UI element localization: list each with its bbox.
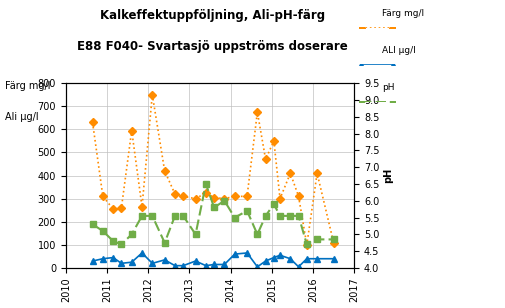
ALI µg/l (314, 257, 320, 261)
ALI µg/l (161, 258, 167, 262)
Färg mg/l (262, 157, 268, 161)
pH (295, 214, 301, 218)
Färg mg/l (287, 171, 293, 175)
pH (243, 209, 249, 213)
Text: Kalkeffektuppföljning, Ali-pH-färg: Kalkeffektuppföljning, Ali-pH-färg (100, 9, 324, 22)
pH (172, 214, 178, 218)
ALI µg/l (276, 253, 282, 257)
pH (330, 237, 336, 241)
Färg mg/l (172, 192, 178, 196)
Text: Färg mg/l: Färg mg/l (5, 81, 50, 91)
pH (303, 243, 309, 246)
Färg mg/l (161, 169, 167, 173)
ALI µg/l (118, 261, 124, 265)
Färg mg/l (118, 206, 124, 210)
ALI µg/l (262, 259, 268, 263)
ALI µg/l (211, 263, 217, 266)
Färg mg/l (180, 195, 186, 198)
ALI µg/l (221, 263, 227, 266)
ALI µg/l (231, 252, 237, 256)
ALI µg/l (149, 261, 155, 265)
pH (262, 214, 268, 218)
ALI µg/l (139, 251, 145, 255)
pH (139, 214, 145, 218)
pH (211, 206, 217, 209)
Text: Färg mg/l: Färg mg/l (381, 9, 423, 18)
Färg mg/l (243, 195, 249, 198)
pH (128, 233, 134, 236)
Text: pH: pH (381, 83, 394, 92)
Text: ALI µg/l: ALI µg/l (381, 46, 415, 55)
Färg mg/l (128, 129, 134, 132)
pH (110, 239, 116, 243)
pH (149, 214, 155, 218)
pH (203, 182, 209, 186)
ALI µg/l (110, 256, 116, 259)
pH (221, 199, 227, 203)
Färg mg/l (203, 191, 209, 195)
Färg mg/l (139, 205, 145, 209)
ALI µg/l (172, 264, 178, 267)
Färg mg/l (254, 110, 260, 114)
ALI µg/l (99, 257, 106, 261)
ALI µg/l (287, 257, 293, 261)
Färg mg/l (221, 197, 227, 201)
Färg mg/l (270, 139, 276, 143)
ALI µg/l (192, 259, 198, 263)
pH (254, 233, 260, 236)
pH (231, 216, 237, 219)
Färg mg/l (314, 171, 320, 175)
pH (314, 237, 320, 241)
pH (180, 214, 186, 218)
Färg mg/l (303, 243, 309, 247)
Line: pH: pH (89, 181, 336, 248)
ALI µg/l (203, 264, 209, 267)
ALI µg/l (254, 265, 260, 269)
Färg mg/l (231, 195, 237, 198)
pH (192, 233, 198, 236)
Text: Ali µg/l: Ali µg/l (5, 112, 38, 122)
Färg mg/l (149, 93, 155, 96)
Färg mg/l (99, 195, 106, 198)
Y-axis label: pH: pH (383, 168, 393, 183)
ALI µg/l (89, 259, 95, 263)
pH (270, 202, 276, 206)
pH (276, 214, 282, 218)
ALI µg/l (243, 251, 249, 255)
Färg mg/l (89, 120, 95, 124)
Färg mg/l (276, 197, 282, 201)
Färg mg/l (330, 241, 336, 245)
Färg mg/l (110, 207, 116, 211)
Färg mg/l (192, 197, 198, 201)
Färg mg/l (295, 195, 301, 198)
Line: Färg mg/l: Färg mg/l (89, 91, 336, 248)
ALI µg/l (295, 265, 301, 269)
pH (118, 243, 124, 246)
Line: ALI µg/l: ALI µg/l (89, 249, 336, 270)
pH (161, 241, 167, 245)
Färg mg/l (211, 196, 217, 199)
ALI µg/l (270, 256, 276, 259)
ALI µg/l (180, 264, 186, 267)
ALI µg/l (128, 260, 134, 264)
ALI µg/l (330, 257, 336, 261)
pH (287, 214, 293, 218)
ALI µg/l (303, 257, 309, 261)
pH (89, 222, 95, 226)
Text: E88 F040- Svartasjö uppströms doserare: E88 F040- Svartasjö uppströms doserare (77, 40, 347, 53)
pH (99, 229, 106, 233)
